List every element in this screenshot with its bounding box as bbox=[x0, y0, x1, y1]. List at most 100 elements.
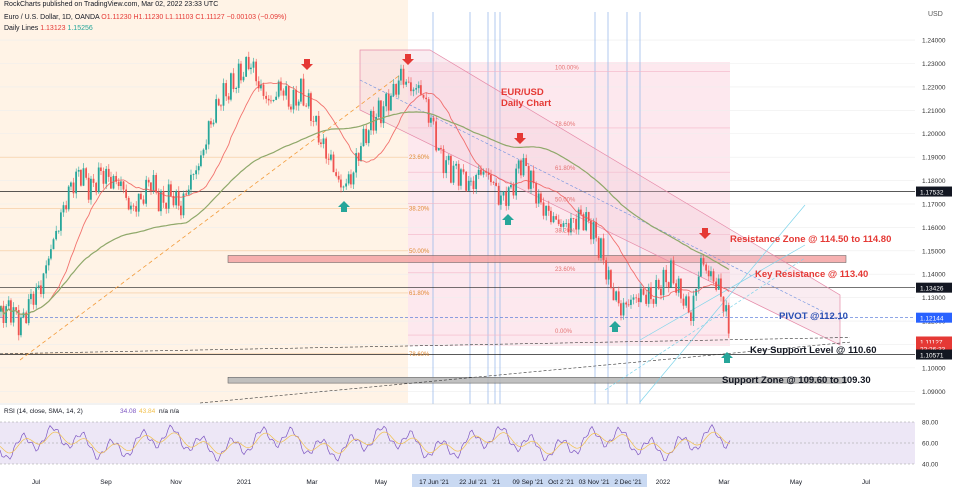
moving-averages bbox=[0, 82, 730, 316]
candle-body bbox=[612, 287, 615, 301]
candle-body bbox=[205, 144, 207, 150]
price-tag-bg bbox=[916, 343, 952, 354]
candle-body bbox=[505, 191, 507, 206]
rsi-tick-label: 60.00 bbox=[922, 441, 939, 448]
candle-body bbox=[545, 205, 547, 216]
candle-body bbox=[402, 68, 405, 85]
candle-body bbox=[350, 174, 352, 185]
candle-body bbox=[192, 174, 195, 176]
candle-body bbox=[435, 121, 437, 151]
candle-body bbox=[117, 181, 120, 187]
candle-body bbox=[67, 186, 70, 210]
key-resistance-label: Key Resistance @ 113.40 bbox=[755, 269, 868, 280]
candle-body bbox=[65, 205, 67, 210]
candle-body bbox=[342, 186, 345, 188]
fib-anchor-line bbox=[19, 74, 401, 361]
x-tick-label: May bbox=[790, 479, 803, 486]
y-tick-label: 1.16000 bbox=[922, 225, 946, 232]
candle-body bbox=[570, 218, 572, 233]
candle-body bbox=[587, 212, 590, 221]
candle-body bbox=[70, 182, 72, 187]
candle-body bbox=[210, 121, 212, 125]
rsi-value: n/a bbox=[159, 408, 168, 415]
candle-body bbox=[527, 166, 530, 189]
rsi-label: RSI (14, close, SMA, 14, 2) bbox=[4, 408, 83, 415]
candle-body bbox=[492, 182, 495, 183]
candle-body bbox=[702, 258, 705, 265]
candle-body bbox=[530, 170, 532, 189]
candle-body bbox=[72, 182, 75, 194]
candle-body bbox=[132, 205, 135, 207]
candle-body bbox=[295, 89, 297, 106]
daily-lines-legend: Daily Lines 1.13123 1.15256 bbox=[4, 25, 93, 32]
candle-body bbox=[185, 193, 187, 195]
candle-body bbox=[115, 175, 117, 182]
candle-body bbox=[717, 278, 720, 290]
fib-label: 61.80% bbox=[555, 166, 576, 172]
candle-body bbox=[710, 271, 712, 277]
candle-body bbox=[32, 293, 35, 305]
candle-body bbox=[420, 85, 422, 95]
pivot-label: PIVOT @112.10 bbox=[779, 311, 848, 322]
candle-body bbox=[172, 195, 175, 206]
candle-body bbox=[567, 223, 570, 233]
candle-body bbox=[387, 93, 390, 111]
candle-body bbox=[652, 299, 655, 304]
price-tag-label: 1.11127 bbox=[920, 339, 943, 346]
symbol-line: Euro / U.S. Dollar, 1D, OANDA O1.11230 H… bbox=[4, 14, 287, 21]
candle-body bbox=[620, 303, 622, 316]
ma-fast-line bbox=[0, 82, 730, 316]
candle-body bbox=[685, 296, 687, 306]
candle-body bbox=[485, 171, 487, 173]
candle-body bbox=[525, 158, 527, 167]
candle-body bbox=[495, 182, 497, 186]
candle-body bbox=[130, 205, 132, 210]
candle-body bbox=[555, 216, 557, 220]
candle-body bbox=[347, 174, 350, 184]
candle-body bbox=[622, 302, 625, 316]
candle-body bbox=[225, 83, 227, 97]
candle-body bbox=[675, 283, 677, 293]
x-tick-label: 09 Sep '21 bbox=[513, 479, 544, 486]
symbol-name: Euro / U.S. Dollar, 1D, OANDA bbox=[4, 14, 100, 21]
candle-body bbox=[137, 193, 140, 212]
candle-body bbox=[215, 99, 217, 123]
candle-body bbox=[380, 100, 382, 124]
candle-body bbox=[497, 185, 500, 205]
candle-body bbox=[665, 269, 667, 283]
candle-body bbox=[265, 95, 267, 99]
left-fib-label: 61.80% bbox=[409, 291, 430, 297]
y-tick-label: 1.19000 bbox=[922, 155, 946, 162]
buy-arrow bbox=[721, 352, 733, 363]
chart-title-line2: Daily Chart bbox=[501, 98, 552, 109]
candle-body bbox=[30, 293, 32, 300]
candle-body bbox=[252, 61, 255, 68]
candle-body bbox=[367, 130, 370, 144]
candle-body bbox=[412, 89, 415, 92]
daily-lines-label: Daily Lines bbox=[4, 25, 39, 32]
candle-body bbox=[250, 67, 252, 70]
candle-body bbox=[605, 260, 607, 280]
candle-body bbox=[390, 95, 392, 111]
candle-body bbox=[327, 158, 330, 160]
daily-line-2: 1.15256 bbox=[67, 25, 93, 32]
rsi-value: 43.84 bbox=[139, 408, 156, 415]
candle-body bbox=[457, 163, 460, 186]
y-tick-label: 1.21000 bbox=[922, 108, 946, 115]
up-channel-3 bbox=[639, 244, 806, 341]
candle-body bbox=[650, 287, 652, 300]
x-tick-label: Nov bbox=[170, 479, 182, 486]
candle-body bbox=[42, 273, 45, 295]
currency-label: USD bbox=[928, 11, 943, 18]
candle-body bbox=[80, 169, 82, 186]
candle-body bbox=[75, 171, 77, 194]
candle-body bbox=[122, 181, 125, 190]
x-tick-label: 03 Nov '21 bbox=[579, 479, 610, 486]
x-axis-highlight bbox=[412, 474, 647, 487]
resistance-zone-label: Resistance Zone @ 114.50 to 114.80 bbox=[730, 234, 891, 245]
candle-body bbox=[720, 278, 722, 297]
candle-body bbox=[147, 179, 150, 183]
candle-body bbox=[95, 182, 97, 193]
candle-body bbox=[482, 171, 485, 175]
candle-body bbox=[422, 94, 425, 98]
